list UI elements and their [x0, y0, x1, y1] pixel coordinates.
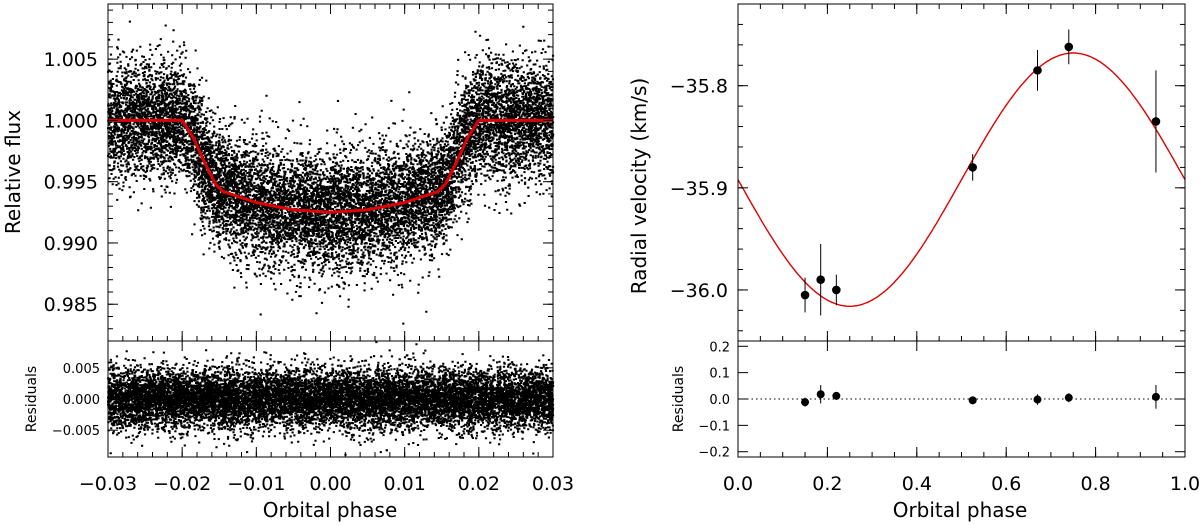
rv-residual-point: [1064, 393, 1073, 402]
rv-residual-ytick-label: 0.0: [709, 393, 730, 408]
lightcurve-ylabel: Relative flux: [1, 110, 25, 234]
lightcurve-ytick-label: 0.995: [44, 172, 98, 194]
lightcurve-xtick-label: −0.01: [227, 473, 285, 495]
rv-model-curve: [737, 52, 1186, 307]
rv-data-point: [1033, 66, 1042, 75]
lightcurve-xtick-label: 0.00: [309, 473, 351, 495]
rv-xtick-label: 0.0: [723, 473, 753, 495]
lightcurve-data-points-path: [107, 20, 555, 325]
lightcurve-ytick-label: 0.985: [44, 294, 98, 316]
rv-xlabel: Orbital phase: [893, 498, 1028, 522]
rv-xtick-label: 0.6: [991, 473, 1021, 495]
rv-residual-point: [816, 390, 825, 399]
rv-residual-point: [968, 396, 977, 405]
rv-residual-point: [801, 398, 810, 407]
lightcurve-residual-frame: [107, 340, 554, 458]
rv-residual-ticks: −0.2 −0.1 0.0 0.1 0.2 0.0 0.2 0.4 0.6 0.8 1.0: [698, 340, 1200, 495]
rv-data-point: [832, 285, 841, 295]
lightcurve-xtick-label: −0.02: [153, 473, 211, 495]
rv-ticks: −36.0 −35.9 −35.8: [670, 4, 1186, 341]
lightcurve-residual-ylabel: Residuals: [24, 366, 40, 432]
lightcurve-residual-ytick-label: −0.005: [52, 424, 100, 439]
lightcurve-ytick-label: 1.005: [44, 49, 98, 71]
lightcurve-ytick-label: 0.990: [44, 233, 98, 255]
lightcurve-xtick-label: 0.02: [458, 473, 500, 495]
lightcurve-residual-points: [107, 341, 555, 456]
rv-xtick-label: 0.8: [1080, 473, 1110, 495]
rv-residual-ytick-label: −0.2: [698, 446, 730, 461]
transit-model-curve: [108, 118, 553, 214]
rv-residual-ytick-label: 0.2: [709, 340, 730, 355]
lightcurve-residual-points-path: [107, 341, 555, 456]
lightcurve-xtick-label: −0.03: [79, 473, 137, 495]
rv-xtick-label: 0.2: [812, 473, 842, 495]
rv-data-point: [968, 163, 977, 172]
rv-ytick-label: −35.8: [670, 76, 728, 98]
lightcurve-ytick-label: 1.000: [44, 110, 98, 132]
lightcurve-residual-ytick-label: 0.000: [63, 393, 100, 408]
rv-data-points: [800, 29, 1161, 316]
lightcurve-data-points: [107, 20, 555, 325]
rv-ytick-label: −35.9: [670, 178, 728, 200]
rv-ytick-label: −36.0: [670, 280, 728, 302]
lightcurve-xlabel: Orbital phase: [263, 498, 398, 522]
rv-residual-ytick-label: −0.1: [698, 419, 730, 434]
rv-panel: −36.0 −35.9 −35.8 Radial velocity (km/s): [627, 3, 1186, 342]
rv-xtick-label: 0.4: [902, 473, 932, 495]
rv-residual-point: [832, 391, 841, 400]
rv-residual-ytick-label: 0.1: [709, 367, 730, 382]
rv-ylabel: Radial velocity (km/s): [627, 78, 651, 294]
rv-data-point: [1151, 117, 1161, 126]
lightcurve-residual-ticks: −0.005 0.000 0.005 −0.03 −0.02 −0.01 0.00 0.01 0…: [52, 341, 574, 495]
rv-xtick-label: 1.0: [1170, 473, 1200, 495]
rv-data-point: [1064, 42, 1074, 52]
rv-residual-ylabel: Residuals: [671, 366, 687, 432]
lightcurve-xtick-label: 0.03: [532, 473, 574, 495]
rv-residual-point: [1033, 395, 1042, 404]
rv-residual-point: [1151, 392, 1160, 401]
rv-residual-frame: [737, 340, 1186, 458]
rv-data-point: [816, 275, 825, 285]
lightcurve-residual-panel: −0.005 0.000 0.005 −0.03 −0.02 −0.01 0.00 0.01 0…: [24, 340, 574, 522]
rv-residual-panel: −0.2 −0.1 0.0 0.1 0.2 0.0 0.2 0.4 0.6 0.8 1.0 Resi…: [671, 340, 1200, 522]
lightcurve-panel: 0.985 0.990 0.995 1.000 1.005 Relative flux: [1, 3, 555, 342]
lightcurve-xtick-label: 0.01: [384, 473, 426, 495]
rv-data-point: [800, 290, 810, 300]
lightcurve-residual-ytick-label: 0.005: [63, 362, 100, 377]
rv-residual-points: [801, 385, 1160, 409]
